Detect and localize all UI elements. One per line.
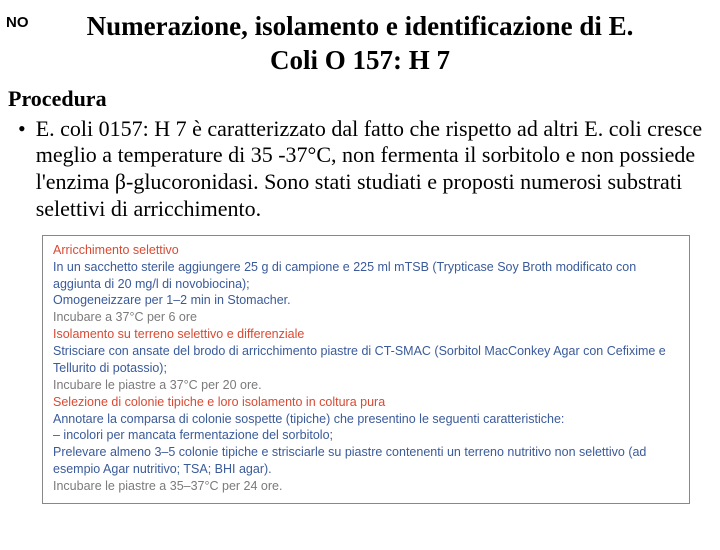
box-line-5: Incubare le piastre a 37°C per 20 ore.	[53, 377, 679, 394]
bullet-text: E. coli 0157: H 7 è caratterizzato dal f…	[36, 116, 710, 223]
box-heading-1: Arricchimento selettivo	[53, 242, 679, 259]
box-line-2: Omogeneizzare per 1–2 min in Stomacher.	[53, 292, 679, 309]
page-title: Numerazione, isolamento e identificazion…	[0, 10, 720, 78]
no-label: NO	[6, 14, 29, 31]
box-line-1: In un sacchetto sterile aggiungere 25 g …	[53, 259, 679, 293]
box-line-7: – incolori per mancata fermentazione del…	[53, 427, 679, 444]
procedura-heading: Procedura	[8, 86, 720, 112]
box-line-3: Incubare a 37°C per 6 ore	[53, 309, 679, 326]
procedure-bullet: • E. coli 0157: H 7 è caratterizzato dal…	[18, 116, 710, 223]
procedure-detail-box: Arricchimento selettivo In un sacchetto …	[42, 235, 690, 504]
box-line-4: Strisciare con ansate del brodo di arric…	[53, 343, 679, 377]
box-line-6: Annotare la comparsa di colonie sospette…	[53, 411, 679, 428]
box-line-8: Prelevare almeno 3–5 colonie tipiche e s…	[53, 444, 679, 478]
box-heading-3: Selezione di colonie tipiche e loro isol…	[53, 394, 679, 411]
bullet-marker: •	[18, 116, 26, 223]
box-heading-2: Isolamento su terreno selettivo e differ…	[53, 326, 679, 343]
title-line-2: Coli O 157: H 7	[270, 45, 450, 75]
title-line-1: Numerazione, isolamento e identificazion…	[87, 11, 634, 41]
box-line-9: Incubare le piastre a 35–37°C per 24 ore…	[53, 478, 679, 495]
